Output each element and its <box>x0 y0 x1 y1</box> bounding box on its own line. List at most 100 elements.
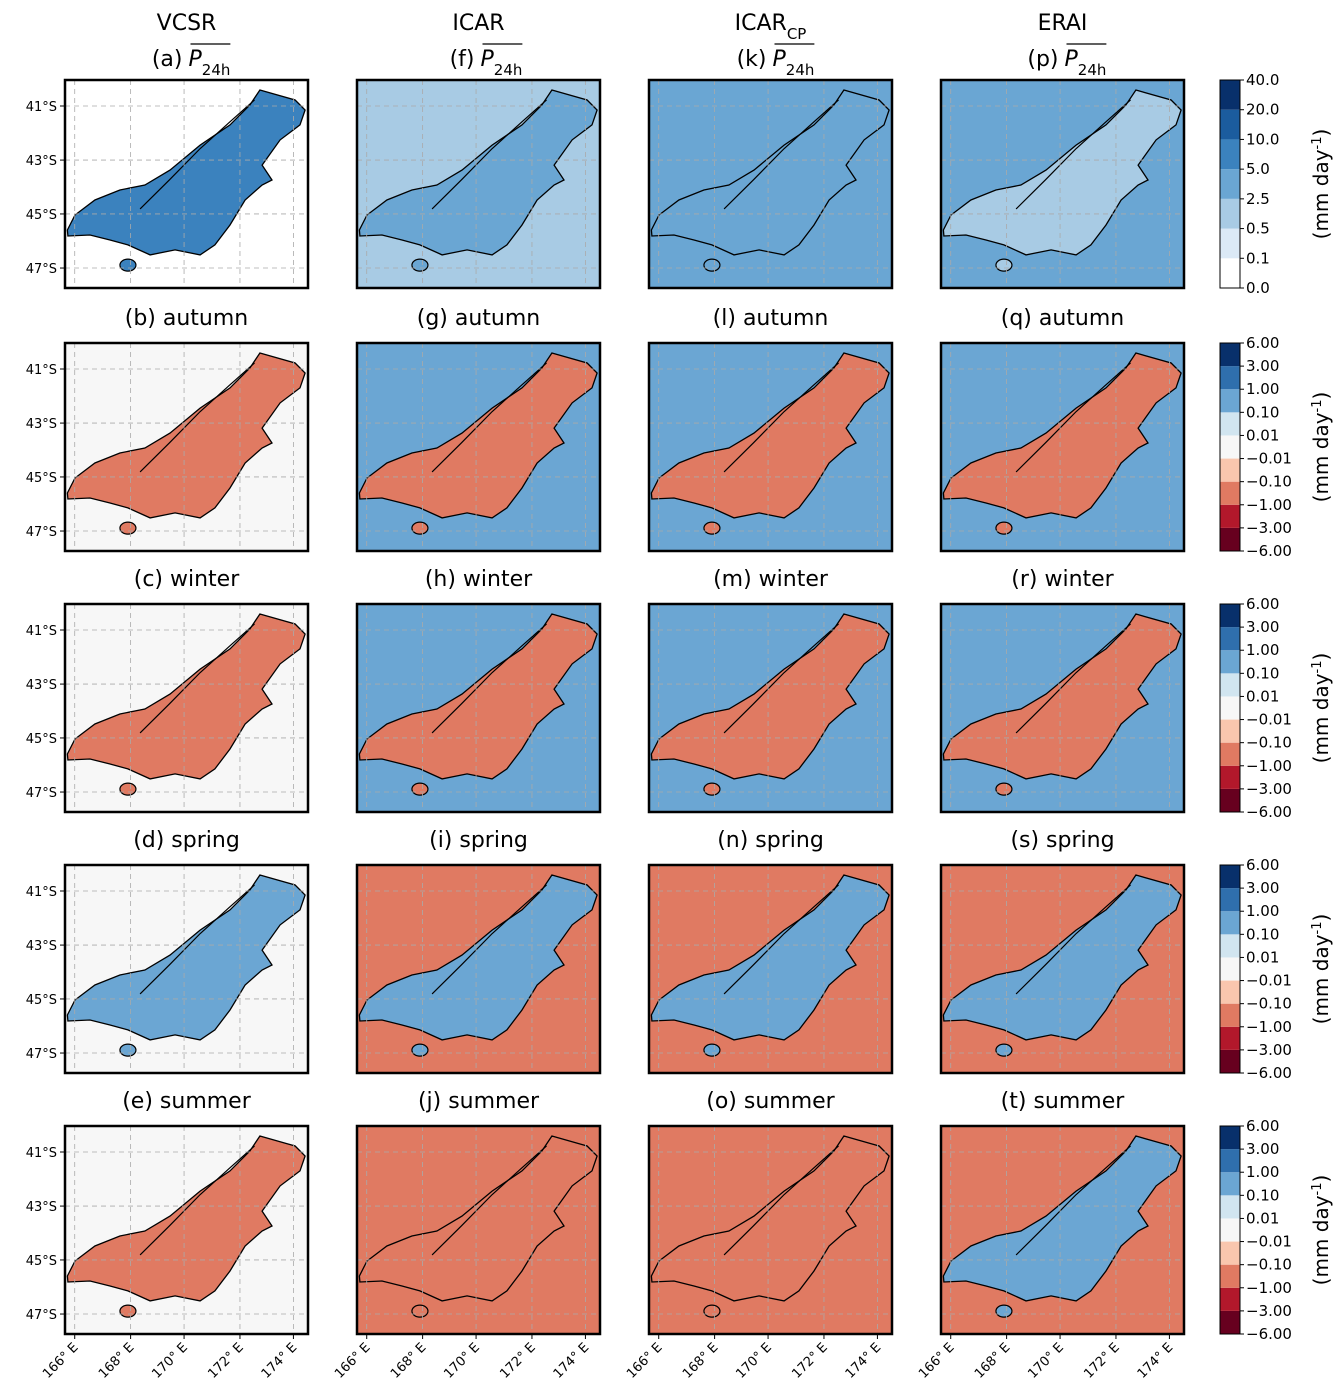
colorbar-tick-label: 3.00 <box>1246 1140 1279 1158</box>
land <box>650 874 890 1041</box>
land <box>66 613 306 780</box>
lat-label: 47°S <box>26 525 57 540</box>
alpine-contour <box>1015 623 1131 734</box>
column-title-main: VCSR <box>157 11 217 36</box>
panel-frame <box>647 341 894 553</box>
panel-label: (k) <box>737 47 767 72</box>
alpine-contour <box>1015 99 1131 210</box>
alpine-contour <box>723 884 839 995</box>
panel-label: (p) <box>1027 47 1058 72</box>
colorbar-bin <box>1220 765 1240 789</box>
alpine-contour <box>1015 884 1131 995</box>
land <box>66 352 306 519</box>
lat-label: 47°S <box>26 1047 57 1062</box>
land <box>650 89 890 256</box>
colorbar-tick-label: 3.00 <box>1246 879 1279 897</box>
unit-post: ) <box>1309 914 1333 922</box>
colorbar-bin <box>1220 1195 1240 1219</box>
unit-pre: (mm day <box>1309 934 1333 1024</box>
lat-label: 41°S <box>26 100 57 115</box>
unit-sup: -1 <box>1310 1182 1325 1195</box>
colorbar-bin <box>1220 719 1240 743</box>
colorbar-tick-label: 6.00 <box>1246 1117 1279 1135</box>
land <box>358 352 598 519</box>
colorbar-tick-label: −0.01 <box>1246 450 1292 468</box>
colorbar-tick-label: 5.0 <box>1246 160 1270 178</box>
colorbar-unit: (mm day-1) <box>1309 653 1333 764</box>
panel-label: (e) summer <box>122 1089 251 1114</box>
stewart-island <box>995 1304 1013 1318</box>
colorbar-bin <box>1220 1149 1240 1173</box>
colorbar-tick-label: −0.01 <box>1246 1233 1292 1251</box>
mean-symbol-sub: 24h <box>494 61 523 79</box>
colorbar-tick-label: 3.00 <box>1246 357 1279 375</box>
colorbar-frame <box>1219 864 1241 1074</box>
panel-label: (b) autumn <box>125 306 249 331</box>
colorbar-bin <box>1220 1310 1240 1334</box>
stewart-island <box>119 1043 137 1057</box>
panel-label: (m) winter <box>713 567 829 592</box>
colorbar-tick-label: −3.00 <box>1246 519 1292 537</box>
colorbar-tick-label: 20.0 <box>1246 101 1279 119</box>
lon-label: 170° E <box>1025 1340 1066 1381</box>
mean-symbol: P24h <box>773 47 815 79</box>
colorbar-bin <box>1220 627 1240 651</box>
land <box>358 613 598 780</box>
colorbar-bin <box>1220 1126 1240 1150</box>
panel-label: (o) summer <box>706 1089 835 1114</box>
panel-frame <box>63 1124 310 1336</box>
land <box>942 613 1182 780</box>
colorbar-frame <box>1219 603 1241 813</box>
mean-symbol: P24h <box>189 47 231 79</box>
panel-frame <box>647 1124 894 1336</box>
mean-symbol: P24h <box>481 47 523 79</box>
land <box>942 874 1182 1041</box>
lon-label: 174° E <box>259 1340 300 1381</box>
alpine-contour <box>139 1145 255 1256</box>
lon-label: 170° E <box>733 1340 774 1381</box>
colorbar-tick-label: 0.01 <box>1246 687 1279 705</box>
land <box>358 89 598 256</box>
panel-frame <box>355 341 602 553</box>
colorbar-tick-label: 0.01 <box>1246 426 1279 444</box>
lon-label: 174° E <box>551 1340 592 1381</box>
unit-pre: (mm day <box>1309 673 1333 763</box>
alpine-contour <box>1015 1145 1131 1256</box>
stewart-island <box>995 258 1013 272</box>
unit-sup: -1 <box>1310 399 1325 412</box>
colorbar-tick-label: 2.5 <box>1246 190 1270 208</box>
panel-label: (a) <box>152 47 183 72</box>
colorbar-tick-label: −0.10 <box>1246 995 1292 1013</box>
colorbar-tick-label: 0.1 <box>1246 249 1270 267</box>
land <box>942 352 1182 519</box>
panel-frame <box>63 602 310 814</box>
land <box>358 1135 598 1302</box>
colorbar-tick-label: −0.10 <box>1246 734 1292 752</box>
colorbar-tick-label: −6.00 <box>1246 1325 1292 1343</box>
alpine-contour <box>431 623 547 734</box>
colorbar-tick-label: 6.00 <box>1246 856 1279 874</box>
lon-label: 166° E <box>40 1340 81 1381</box>
land <box>942 1135 1182 1302</box>
alpine-contour <box>139 884 255 995</box>
colorbar-tick-label: 0.10 <box>1246 664 1279 682</box>
colorbar-bin <box>1220 228 1240 259</box>
colorbar-bin <box>1220 742 1240 766</box>
lon-label: 168° E <box>96 1340 137 1381</box>
unit-post: ) <box>1309 129 1333 137</box>
lon-label: 168° E <box>388 1340 429 1381</box>
colorbar-tick-label: −0.01 <box>1246 972 1292 990</box>
land <box>942 89 1182 256</box>
land <box>358 874 598 1041</box>
alpine-contour <box>723 623 839 734</box>
alpine-contour <box>723 1145 839 1256</box>
panel-label: (i) spring <box>429 828 528 853</box>
mean-symbol-sub: 24h <box>786 61 815 79</box>
land <box>66 1135 306 1302</box>
panel-label: (j) summer <box>418 1089 540 1114</box>
alpine-contour <box>431 1145 547 1256</box>
lat-label: 43°S <box>26 154 57 169</box>
colorbar-unit: (mm day-1) <box>1309 129 1333 240</box>
panel-label: (c) winter <box>134 567 240 592</box>
colorbar-bin <box>1220 343 1240 367</box>
